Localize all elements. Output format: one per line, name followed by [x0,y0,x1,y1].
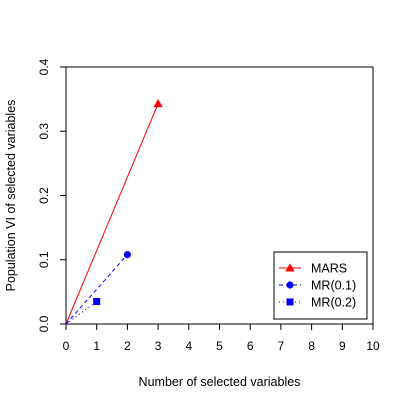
x-tick-label: 0 [63,339,70,353]
y-tick-label: 0.4 [37,58,51,75]
x-tick-label: 2 [124,339,131,353]
y-axis: 0.0 0.1 0.2 0.3 0.4 [37,58,66,332]
x-tick-label: 1 [93,339,100,353]
x-axis: 0 1 2 3 4 5 6 7 8 9 10 [63,324,380,353]
x-axis-title: Number of selected variables [139,375,301,389]
series-point-2 [93,298,101,306]
series-point-0 [153,99,163,108]
x-tick-label: 5 [216,339,223,353]
x-tick-label: 10 [366,339,380,353]
legend-label-0: MARS [311,262,347,276]
legend-marker-1 [286,281,294,289]
legend: MARS MR(0.1) MR(0.2) [273,251,368,320]
legend-label-2: MR(0.2) [311,296,356,310]
y-tick-label: 0.0 [37,315,51,332]
y-axis-title: Population VI of selected variables [4,100,18,292]
y-tick-label: 0.1 [37,251,51,268]
series-line-0 [65,103,159,325]
series-line-1 [65,254,128,325]
legend-label-1: MR(0.1) [311,279,356,293]
legend-marker-2 [286,298,294,306]
x-tick-label: 7 [278,339,285,353]
x-tick-label: 4 [185,339,192,353]
y-tick-label: 0.3 [37,123,51,140]
x-tick-label: 6 [247,339,254,353]
x-tick-label: 8 [308,339,315,353]
y-tick-label: 0.2 [37,187,51,204]
legend-marker-0 [285,263,295,272]
series-point-1 [123,251,131,259]
series-layer [65,99,163,325]
x-tick-label: 3 [155,339,162,353]
x-tick-label: 9 [339,339,346,353]
